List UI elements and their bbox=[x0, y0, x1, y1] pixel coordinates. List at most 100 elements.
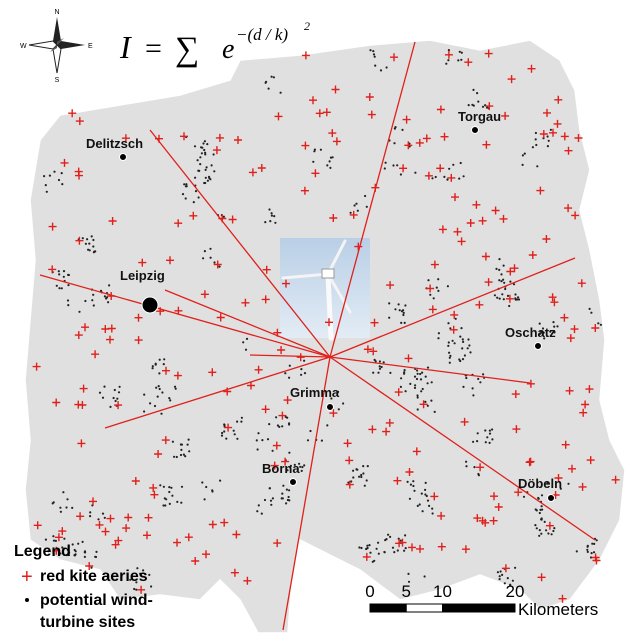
turbine-site bbox=[437, 290, 439, 292]
turbine-site bbox=[446, 179, 448, 181]
turbine-site bbox=[514, 297, 516, 299]
turbine-site bbox=[469, 351, 471, 353]
turbine-site bbox=[485, 441, 487, 443]
turbine-site bbox=[458, 178, 460, 180]
turbine-site bbox=[482, 373, 484, 375]
turbine-site bbox=[500, 280, 502, 282]
turbine-site bbox=[424, 401, 426, 403]
turbine-site bbox=[180, 502, 182, 504]
turbine-site bbox=[92, 294, 94, 296]
turbine-site bbox=[91, 299, 93, 301]
turbine-site bbox=[320, 149, 322, 151]
turbine-site bbox=[477, 378, 479, 380]
turbine-site bbox=[377, 372, 379, 374]
turbine-site bbox=[289, 365, 291, 367]
turbine-site bbox=[360, 474, 362, 476]
turbine-site bbox=[409, 383, 411, 385]
turbine-site bbox=[460, 162, 462, 164]
city-label: Oschatz bbox=[505, 325, 556, 340]
turbine-site bbox=[213, 261, 215, 263]
turbine-site bbox=[113, 397, 115, 399]
turbine-site bbox=[326, 424, 328, 426]
turbine-site bbox=[467, 338, 469, 340]
turbine-site bbox=[476, 92, 478, 94]
turbine-site bbox=[211, 490, 213, 492]
turbine-site bbox=[590, 312, 592, 314]
turbine-site bbox=[205, 177, 207, 179]
turbine-site bbox=[176, 456, 178, 458]
turbine-site bbox=[401, 310, 403, 312]
turbine-site bbox=[593, 551, 595, 553]
turbine-site bbox=[482, 106, 484, 108]
turbine-site bbox=[385, 162, 387, 164]
turbine-site bbox=[242, 341, 244, 343]
turbine-site bbox=[109, 406, 111, 408]
turbine-site bbox=[499, 298, 501, 300]
turbine-site bbox=[300, 374, 302, 376]
legend-item: turbine sites bbox=[40, 614, 135, 631]
turbine-site bbox=[477, 432, 479, 434]
turbine-site bbox=[596, 539, 598, 541]
turbine-site bbox=[405, 390, 407, 392]
turbine-site bbox=[552, 530, 554, 532]
turbine-site bbox=[89, 511, 91, 513]
turbine-site bbox=[407, 573, 409, 575]
turbine-site bbox=[157, 396, 159, 398]
turbine-site bbox=[500, 570, 502, 572]
turbine-site bbox=[104, 295, 106, 297]
turbine-site bbox=[420, 378, 422, 380]
turbine-site bbox=[586, 549, 588, 551]
turbine-site bbox=[404, 369, 406, 371]
turbine-site bbox=[185, 197, 187, 199]
turbine-site bbox=[67, 299, 69, 301]
turbine-site bbox=[593, 543, 595, 545]
turbine-site bbox=[163, 486, 165, 488]
turbine-site bbox=[459, 336, 461, 338]
turbine-site bbox=[358, 546, 360, 548]
turbine-site bbox=[414, 376, 416, 378]
turbine-site bbox=[501, 574, 503, 576]
turbine-site bbox=[352, 476, 354, 478]
turbine-site bbox=[499, 578, 501, 580]
turbine-site bbox=[270, 500, 272, 502]
turbine-site bbox=[78, 311, 80, 313]
turbine-site bbox=[264, 499, 266, 501]
turbine-site bbox=[360, 476, 362, 478]
turbine-site bbox=[420, 390, 422, 392]
turbine-site bbox=[257, 432, 259, 434]
turbine-site bbox=[360, 547, 362, 549]
turbine-site bbox=[362, 465, 364, 467]
turbine-site bbox=[52, 535, 54, 537]
turbine-site bbox=[84, 550, 86, 552]
turbine-site bbox=[459, 51, 461, 53]
turbine-site bbox=[46, 191, 48, 193]
turbine-site bbox=[267, 438, 269, 440]
formula-exponent: −(d / k) bbox=[236, 25, 288, 44]
turbine-site bbox=[350, 212, 352, 214]
turbine-site bbox=[304, 372, 306, 374]
turbine-site bbox=[84, 556, 86, 558]
turbine-site bbox=[449, 327, 451, 329]
turbine-site bbox=[95, 551, 97, 553]
turbine-site bbox=[462, 338, 464, 340]
turbine-site bbox=[472, 387, 474, 389]
turbine-site bbox=[269, 487, 271, 489]
turbine-site bbox=[158, 372, 160, 374]
turbine-site bbox=[182, 193, 184, 195]
turbine-site bbox=[85, 243, 87, 245]
turbine-site bbox=[105, 297, 107, 299]
turbine-site bbox=[161, 391, 163, 393]
turbine-site bbox=[398, 303, 400, 305]
turbine-site bbox=[285, 502, 287, 504]
turbine-site bbox=[507, 577, 509, 579]
turbine-site bbox=[204, 498, 206, 500]
turbine-site bbox=[535, 138, 537, 140]
turbine-site bbox=[49, 175, 51, 177]
turbine-site bbox=[372, 561, 374, 563]
turbine-site bbox=[538, 535, 540, 537]
turbine-site bbox=[409, 498, 411, 500]
turbine-site bbox=[188, 439, 190, 441]
scale-unit: Kilometers bbox=[518, 600, 598, 619]
turbine-site bbox=[479, 381, 481, 383]
turbine-site bbox=[372, 372, 374, 374]
